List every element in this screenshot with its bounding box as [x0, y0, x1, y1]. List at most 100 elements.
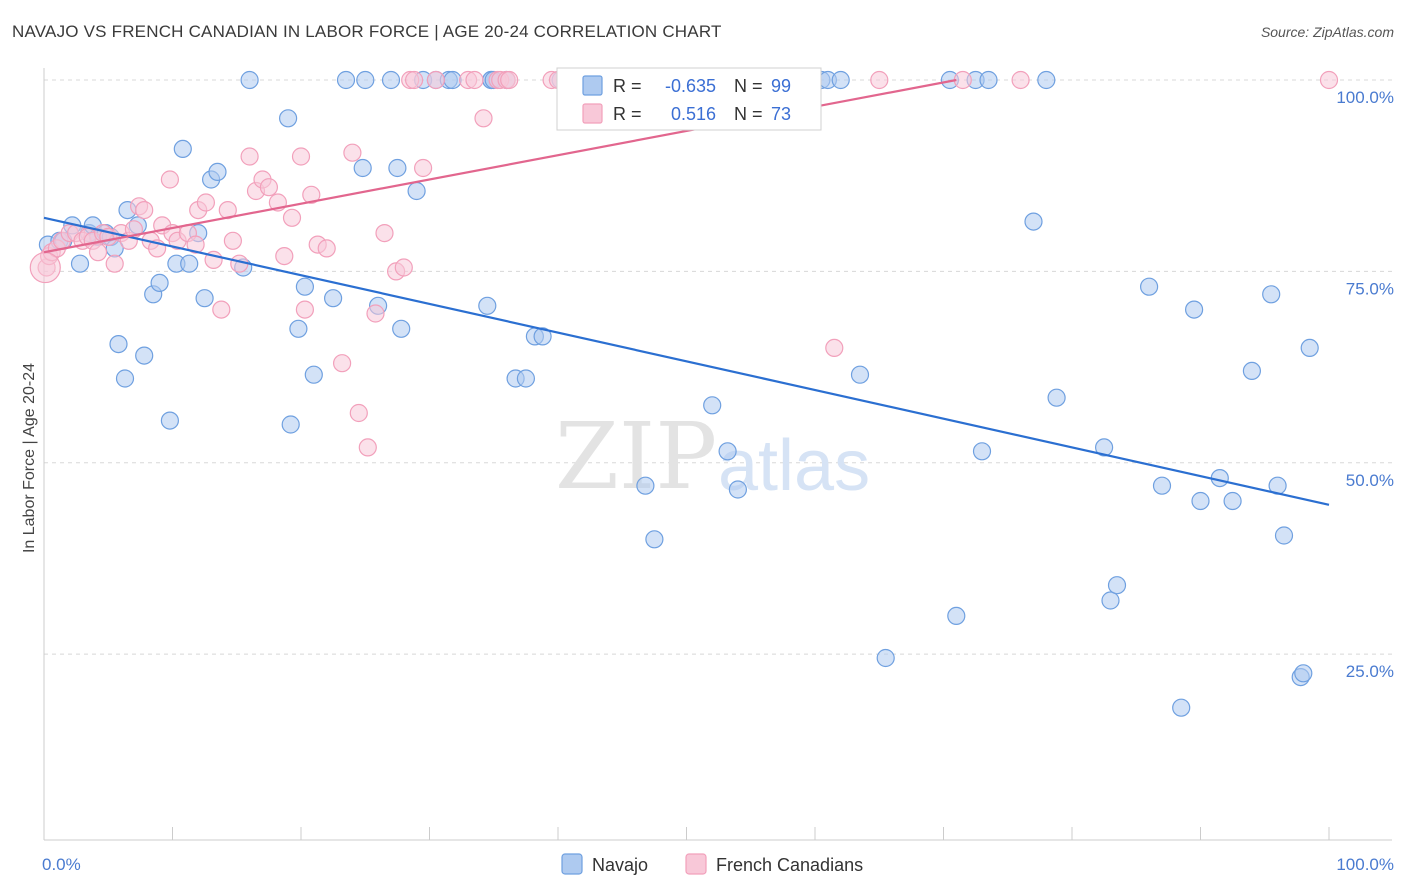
navajo-point — [160, 411, 179, 430]
navajo-point — [850, 365, 870, 384]
legend-r-value: -0.635 — [665, 76, 716, 96]
french-canadian-point — [465, 70, 484, 90]
french-canadian-point — [349, 403, 368, 423]
french-canadian-point — [953, 70, 972, 90]
french-canadian-point — [366, 304, 385, 323]
french-canadian-point — [29, 251, 61, 284]
french-canadian-point — [358, 438, 377, 457]
navajo-point — [636, 476, 655, 495]
y-tick-label: 75.0% — [1346, 279, 1394, 298]
french-canadian-point — [212, 300, 231, 319]
french-canadian-point — [186, 235, 205, 254]
navajo-point — [1191, 491, 1210, 511]
y-tick-labels: 25.0% 50.0% 75.0% 100.0% — [1336, 88, 1394, 681]
french-canadian-point — [88, 243, 108, 262]
navajo-points — [38, 70, 1319, 717]
french-canadian-point — [105, 254, 124, 273]
y-tick-label: 100.0% — [1336, 88, 1394, 107]
navajo-point — [407, 181, 426, 201]
navajo-point — [1139, 277, 1159, 296]
french-canadian-point — [240, 147, 259, 166]
legend-swatch-0 — [582, 75, 603, 96]
navajo-point — [208, 162, 227, 181]
navajo-point — [240, 70, 259, 90]
watermark-zip: ZIP — [555, 403, 717, 510]
legend-r-label: R = — [613, 104, 642, 124]
navajo-point — [70, 254, 90, 273]
navajo-point — [1094, 438, 1114, 457]
bottom-legend-label-1: French Canadians — [716, 855, 863, 875]
bottom-legend: Navajo French Canadians — [561, 853, 863, 875]
navajo-point — [180, 254, 199, 273]
french-canadian-point — [474, 109, 493, 128]
navajo-point — [1024, 212, 1043, 231]
legend-r-value: 0.516 — [671, 104, 716, 124]
navajo-point — [1274, 526, 1294, 545]
grid-lines — [44, 79, 1392, 655]
navajo-point — [1107, 576, 1127, 595]
source-note: Source: ZipAtlas.com — [1260, 24, 1394, 40]
navajo-point — [1184, 300, 1204, 319]
navajo-point — [876, 648, 895, 668]
french-canadian-point — [1011, 70, 1030, 90]
french-canadian-point — [343, 143, 362, 162]
navajo-point — [718, 442, 737, 461]
french-canadian-point — [405, 70, 424, 90]
y-tick-label: 50.0% — [1346, 471, 1394, 490]
legend-n-value: 99 — [771, 76, 791, 96]
y-tick-label: 25.0% — [1346, 662, 1394, 681]
navajo-point — [645, 530, 664, 549]
bottom-legend-label-0: Navajo — [592, 855, 648, 875]
bottom-legend-swatch-0 — [561, 853, 583, 875]
legend-r-label: R = — [613, 76, 642, 96]
french-canadian-point — [282, 208, 302, 227]
french-canadian-point — [333, 354, 352, 373]
navajo-point — [109, 335, 128, 354]
french-canadian-point — [295, 300, 314, 319]
navajo-trend-line — [43, 216, 1330, 506]
navajo-point — [135, 346, 154, 365]
navajo-point — [533, 327, 552, 346]
navajo-point — [1047, 388, 1066, 407]
legend: R = -0.635 N = 99 R = 0.516 N = 73 — [556, 67, 822, 131]
navajo-point — [972, 442, 992, 461]
navajo-point — [1294, 664, 1313, 683]
navajo-point — [392, 319, 411, 338]
navajo-point — [1242, 361, 1262, 380]
navajo-point — [979, 70, 998, 90]
navajo-point — [1101, 591, 1120, 610]
navajo-point — [173, 139, 192, 158]
navajo-point — [1172, 698, 1191, 717]
french-canadian-point — [394, 258, 413, 277]
french-canadian-point — [317, 239, 336, 258]
x-tick-label-min: 0.0% — [42, 855, 81, 874]
navajo-point — [516, 369, 536, 388]
navajo-point — [356, 70, 375, 90]
legend-n-label: N = — [734, 76, 763, 96]
navajo-point — [324, 289, 343, 308]
chart-title: NAVAJO VS FRENCH CANADIAN IN LABOR FORCE… — [12, 22, 722, 41]
navajo-point — [1262, 285, 1281, 304]
navajo-point — [115, 369, 135, 388]
french-canadian-point — [196, 193, 215, 212]
navajo-point — [1152, 476, 1172, 495]
french-canadian-point — [275, 247, 294, 266]
french-canadian-point — [414, 158, 433, 178]
navajo-point — [1037, 70, 1056, 90]
french-canadian-point — [870, 70, 889, 90]
french-canadian-point — [500, 70, 519, 90]
french-canadian-point — [160, 170, 179, 189]
navajo-point — [728, 480, 748, 499]
navajo-point — [388, 158, 407, 178]
navajo-point — [295, 277, 314, 296]
navajo-point — [281, 415, 300, 434]
navajo-point — [304, 365, 323, 384]
navajo-point — [947, 606, 966, 626]
bottom-legend-swatch-1 — [685, 853, 707, 875]
french-canadian-point — [302, 185, 321, 204]
y-axis-title: In Labor Force | Age 20-24 — [21, 363, 38, 553]
french-canadian-point — [291, 147, 311, 166]
french-canadian-point — [825, 338, 844, 357]
navajo-point — [150, 273, 169, 292]
